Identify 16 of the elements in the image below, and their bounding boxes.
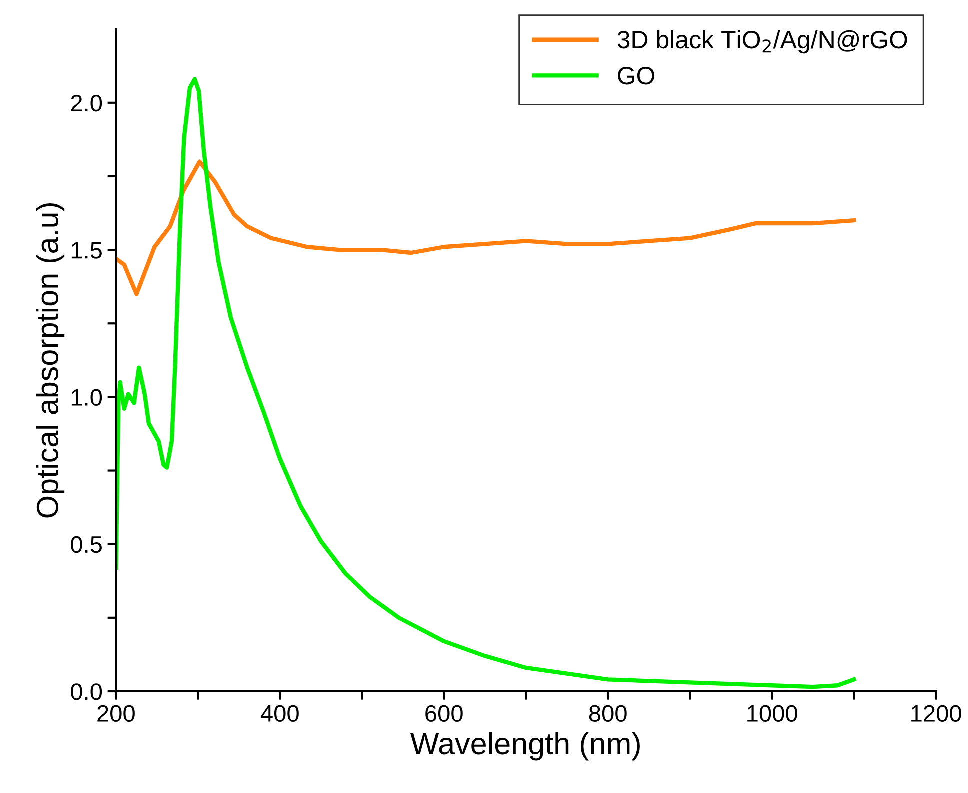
x-tick-label: 200 bbox=[98, 705, 135, 722]
y-axis-title: Optical absorption (a.u) bbox=[36, 204, 65, 518]
legend-label: GO bbox=[618, 67, 654, 85]
x-axis-title: Wavelength (nm) bbox=[410, 732, 640, 761]
x-tick-label: 400 bbox=[260, 705, 299, 722]
x-tick-label: 1000 bbox=[748, 705, 798, 722]
y-tick-label: 0.0 bbox=[71, 684, 102, 700]
y-tick-label: 1.0 bbox=[72, 389, 102, 406]
y-tick-label: 2.0 bbox=[71, 94, 102, 112]
x-tick-label: 800 bbox=[589, 705, 627, 722]
y-tick-label: 0.5 bbox=[71, 536, 102, 554]
x-tick-label: 1200 bbox=[912, 705, 962, 722]
line-series bbox=[116, 160, 856, 296]
legend-label: 3D black TiO$_{2}$/Ag/N@rGO bbox=[618, 30, 908, 54]
y-tick-label: 1.5 bbox=[72, 242, 102, 259]
x-tick-label: 600 bbox=[426, 705, 463, 722]
